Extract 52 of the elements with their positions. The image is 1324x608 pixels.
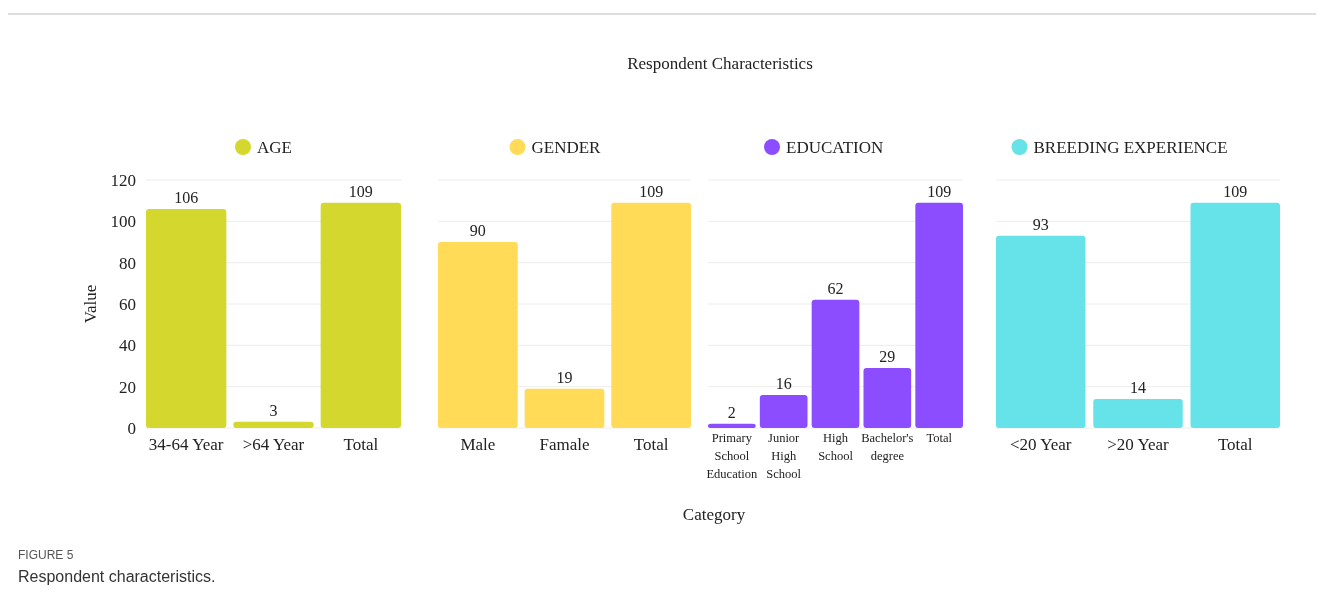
x-tick-label: Bachelor's degree [861, 431, 914, 463]
y-tick-label: 20 [119, 377, 136, 397]
data-label: 93 [1032, 215, 1049, 233]
x-tick-label: Junior High School [766, 431, 802, 481]
data-label: 109 [348, 182, 373, 200]
data-label: 14 [1130, 379, 1146, 397]
x-tick-label: Total [343, 435, 379, 454]
x-tick-label: Total [1217, 435, 1253, 454]
y-tick-label: 40 [119, 336, 136, 356]
x-tick-label: Male [460, 435, 496, 454]
data-label: 109 [927, 182, 952, 200]
data-label: 62 [827, 279, 844, 297]
chart-title: Respondent Characteristics [627, 54, 813, 73]
bar [863, 368, 912, 428]
data-label: 90 [469, 222, 486, 239]
bar [320, 202, 401, 428]
data-label: 109 [639, 182, 664, 200]
y-tick-label: 100 [110, 212, 136, 232]
bar [759, 394, 808, 428]
x-tick-label: >20 Year [1107, 435, 1170, 454]
x-tick-label: Famale [539, 435, 590, 454]
bar [811, 299, 860, 428]
text: Respondent characteristics. [18, 568, 216, 585]
bar [708, 423, 756, 428]
x-tick-label: High School [818, 431, 854, 463]
bar [233, 421, 314, 428]
y-tick-label: 0 [127, 418, 136, 438]
x-tick-label: Total [926, 431, 953, 445]
data-label: 29 [879, 348, 896, 366]
bar [146, 208, 227, 428]
data-label: 106 [174, 188, 199, 206]
data-label: 2 [727, 403, 736, 421]
x-tick-label: >64 Year [242, 435, 305, 454]
y-tick-label: 60 [119, 294, 136, 314]
y-axis-title: Value [81, 284, 100, 324]
x-tick-label: Primary School Education [706, 431, 758, 481]
y-tick-label: 80 [119, 253, 136, 273]
legend-label: AGE [257, 137, 292, 157]
data-label: 16 [775, 374, 792, 392]
legend-label: GENDER [531, 137, 602, 157]
bar [915, 202, 963, 428]
x-axis-title: Category [682, 505, 746, 524]
data-label: 109 [1223, 182, 1248, 200]
data-label: 3 [269, 401, 278, 419]
x-tick-label: Total [633, 435, 669, 454]
x-tick-label: 34-64 Year [148, 435, 224, 454]
y-tick-label: 120 [110, 170, 136, 190]
legend-label: BREEDING EXPERIENCE [1033, 137, 1228, 157]
caption: FIGURE 5 [18, 548, 74, 562]
data-label: 19 [556, 368, 573, 386]
x-tick-label: <20 Year [1009, 435, 1072, 454]
legend-label: EDUCATION [786, 137, 884, 157]
